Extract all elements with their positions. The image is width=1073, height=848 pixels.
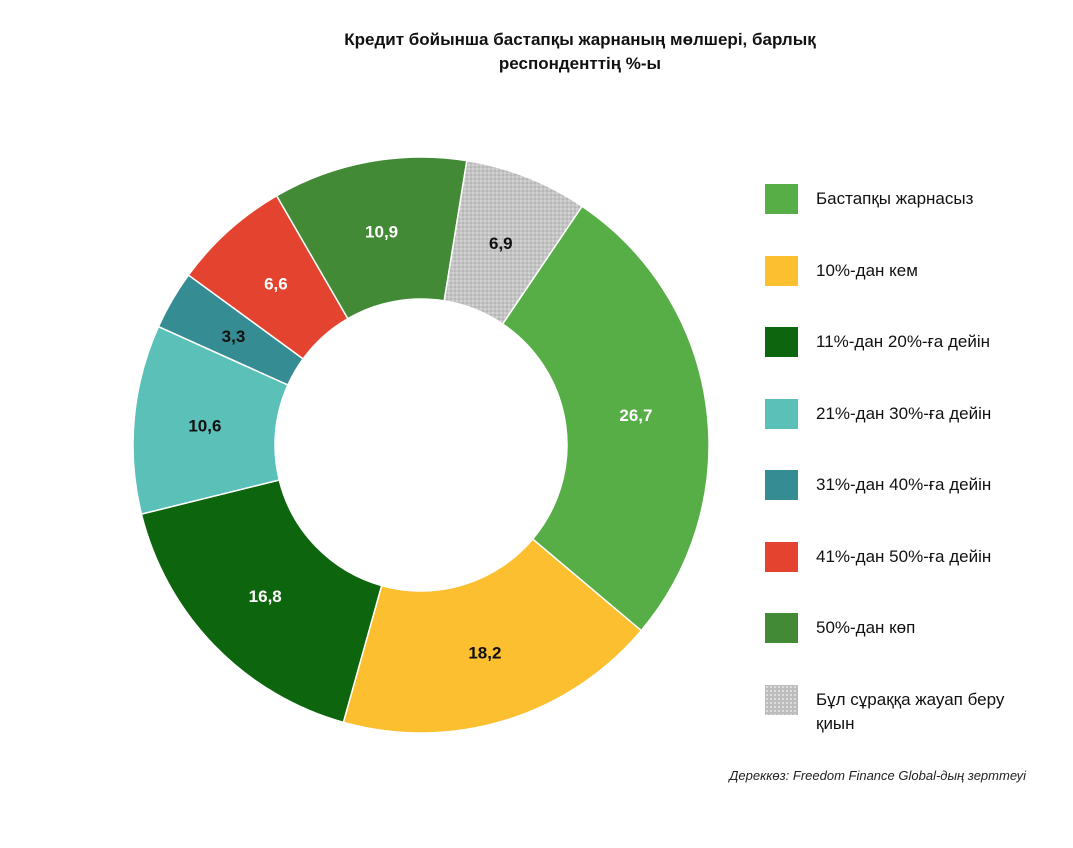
legend-item: 41%-дан 50%-ға дейін (765, 540, 1036, 572)
slice-value-label: 3,3 (222, 327, 246, 346)
slice-labels-group: 26,7 18,2 16,8 10,6 3,3 6,6 10,9 6,9 (188, 223, 652, 663)
slices-group (132, 156, 710, 734)
chart-title-line-2: респонденттің %-ы (498, 54, 662, 73)
slice-value-label: 6,6 (264, 275, 288, 294)
slice-value-label: 10,9 (365, 223, 398, 242)
legend-item: 21%-дан 30%-ға дейін (765, 397, 1036, 429)
legend-label: 31%-дан 40%-ға дейін (816, 475, 992, 494)
slice-value-label: 18,2 (468, 643, 501, 662)
slice-1 (501, 205, 710, 632)
legend-label: Бұл сұраққа жауап беру қиын (816, 689, 1005, 733)
legend-swatch (765, 613, 798, 643)
legend-item: Бастапқы жарнасыз (765, 182, 1036, 214)
chart-title-line-1: Кредит бойынша бастапқы жарнаның мөлшері… (344, 30, 816, 49)
slice-value-label: 10,6 (188, 416, 221, 435)
slice-value-label: 16,8 (249, 587, 282, 606)
legend-label: 11%-дан 20%-ға дейін (816, 332, 991, 351)
legend-swatch (765, 398, 798, 429)
slice-2 (342, 538, 643, 734)
slice-8 (443, 159, 584, 326)
legend-swatch (765, 470, 798, 500)
legend-label: 50%-дан көп (816, 618, 916, 637)
slice-value-label: 26,7 (619, 406, 652, 425)
slice-value-label: 6,9 (489, 234, 513, 253)
legend-swatch (765, 327, 798, 357)
legend-swatch (765, 184, 798, 214)
legend-swatch (765, 541, 798, 572)
legend-item: 50%-дан көп (765, 611, 1036, 643)
legend-label: 41%-дан 50%-ға дейін (816, 546, 992, 566)
chart-title: Кредит бойынша бастапқы жарнаның мөлшері… (240, 28, 920, 76)
legend-swatch (765, 255, 798, 286)
source-note: Дереккөз: Freedom Finance Global-дың зер… (729, 768, 1026, 783)
legend-label: 10%-дан кем (816, 260, 918, 280)
legend-item: 31%-дан 40%-ға дейін (765, 468, 1036, 500)
slice-3 (140, 479, 383, 724)
legend-label: Бастапқы жарнасыз (816, 189, 974, 208)
legend-swatch (765, 684, 798, 715)
legend-item: 11%-дан 20%-ға дейін (765, 325, 1036, 357)
legend-item: Бұл сұраққа жауап беру қиын (765, 683, 1036, 736)
legend-item: 10%-дан кем (765, 254, 1036, 286)
legend-label: 21%-дан 30%-ға дейін (816, 403, 992, 423)
